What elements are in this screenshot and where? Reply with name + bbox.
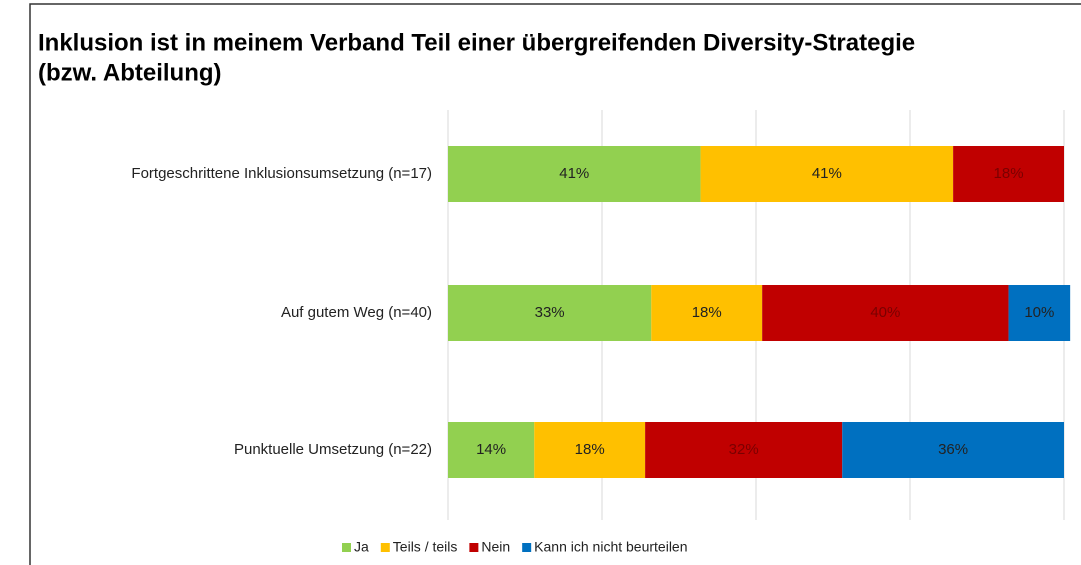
- legend-label: Kann ich nicht beurteilen: [534, 539, 687, 555]
- y-tick-label: Auf gutem Weg (n=40): [281, 304, 432, 321]
- data-label: 18%: [575, 441, 605, 458]
- bar-segment: [762, 285, 1009, 341]
- bar-segment: [842, 422, 1064, 478]
- data-label: 18%: [994, 165, 1024, 182]
- bar-segment: [448, 146, 701, 202]
- legend-label: Nein: [481, 539, 510, 555]
- data-label: 32%: [729, 441, 759, 458]
- y-tick-label: Fortgeschrittene Inklusionsumsetzung (n=…: [131, 165, 432, 182]
- bar-segment: [534, 422, 646, 478]
- frame: [29, 3, 1081, 565]
- legend-swatch: [342, 543, 351, 552]
- data-label: 18%: [692, 304, 722, 321]
- bar-segment: [448, 285, 652, 341]
- data-label: 14%: [476, 441, 506, 458]
- bar-segment: [645, 422, 843, 478]
- data-label: 36%: [938, 441, 968, 458]
- chart-title: (bzw. Abteilung): [38, 59, 222, 86]
- legend-swatch: [469, 543, 479, 552]
- y-tick-label: Punktuelle Umsetzung (n=22): [234, 441, 432, 458]
- data-label: 10%: [1024, 304, 1054, 321]
- data-label: 41%: [812, 165, 842, 182]
- bar-segment: [953, 146, 1064, 202]
- data-label: 40%: [870, 304, 900, 321]
- bar-segment: [1008, 285, 1071, 341]
- bar-segment: [700, 146, 954, 202]
- data-label: 41%: [559, 165, 589, 182]
- legend-swatch: [522, 543, 532, 552]
- legend-swatch: [380, 543, 390, 552]
- legend-label: Ja: [354, 539, 369, 555]
- bar-segment: [448, 422, 535, 478]
- data-label: 33%: [535, 304, 565, 321]
- chart-title: Inklusion ist in meinem Verband Teil ein…: [38, 29, 915, 56]
- legend-label: Teils / teils: [393, 539, 458, 555]
- bar-segment: [651, 285, 763, 341]
